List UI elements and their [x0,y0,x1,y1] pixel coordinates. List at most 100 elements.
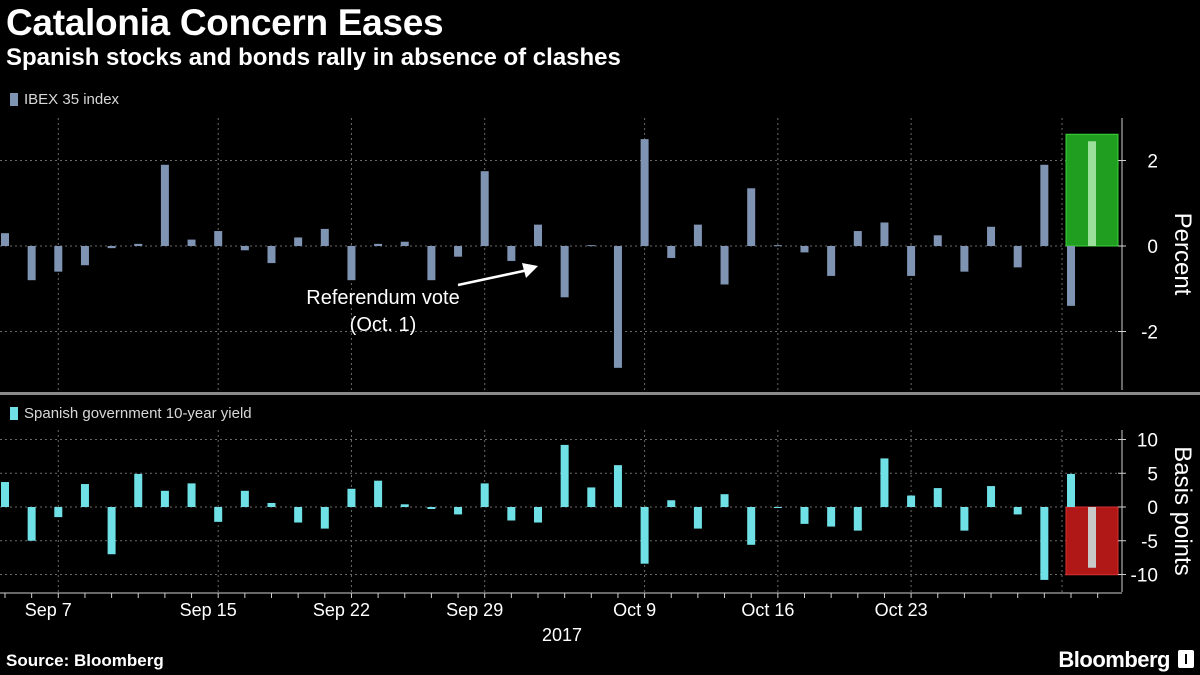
bar [374,243,383,246]
y-tick-label: 0 [1147,237,1158,258]
bar [560,246,569,298]
bar [880,458,889,507]
y-tick-label: 2 [1147,152,1158,173]
bar [54,246,63,272]
bar [454,246,463,257]
bar [400,241,409,246]
bar [160,490,169,507]
bar [720,246,729,285]
bar [134,473,143,507]
chart-subtitle: Spanish stocks and bonds rally in absenc… [6,44,621,71]
legend-ibex-label: IBEX 35 index [24,91,120,108]
bar [427,246,436,281]
annotation-arrowhead [522,263,538,278]
bar [214,231,223,246]
bar [294,507,303,523]
panel-divider [0,392,1200,395]
bar [800,507,809,524]
bar [587,487,596,507]
bar [667,246,676,258]
x-tick-label: Oct 9 [613,600,656,620]
y-tick-label: 0 [1147,498,1158,519]
bar [987,486,996,507]
legend-yield-swatch [10,407,18,420]
bar [720,494,729,507]
bar [507,507,516,521]
bar [267,502,276,507]
bar [747,507,756,545]
y-tick-label: -5 [1141,532,1158,553]
bar [773,507,782,508]
x-tick-label: Sep 7 [25,600,72,620]
annotation-text: Referendum vote [306,287,459,309]
bar [960,507,969,531]
bar [214,507,223,522]
bar [80,484,89,507]
bar [1013,507,1022,515]
bar [1088,141,1096,246]
legend-yield: Spanish government 10-year yield [10,405,252,422]
bar [320,228,329,246]
y-axis-label: Percent [1169,213,1196,296]
y-tick-label: -10 [1131,566,1158,587]
bar [773,245,782,247]
bar [1040,164,1049,246]
x-tick-label: Oct 23 [875,600,928,620]
bar [880,222,889,246]
bar [1013,246,1022,268]
legend-yield-label: Spanish government 10-year yield [24,405,252,422]
x-tick-label: Sep 29 [446,600,503,620]
bar [454,507,463,515]
bar [534,224,542,246]
bar [534,507,542,523]
bar [587,245,596,247]
bar [480,171,489,246]
bar [507,246,516,261]
bar [853,507,862,531]
bar [560,444,569,507]
bar [1088,507,1096,568]
bar [427,507,436,510]
bar [320,507,329,529]
bar [907,495,916,507]
bar [1067,246,1075,306]
bar [267,246,276,264]
bar [960,246,969,272]
y-tick-label: 10 [1137,431,1158,452]
bar [1040,507,1049,580]
bar [747,188,756,246]
bar [80,246,89,266]
bar [1,482,9,507]
y-tick-label: 5 [1147,464,1158,485]
bar [160,164,169,246]
bar [27,507,36,541]
bar [853,231,862,246]
bar [294,237,303,246]
bar [907,246,916,276]
bar [240,246,249,251]
bar [640,139,649,246]
bar [1067,473,1075,507]
bar [107,246,116,249]
y-axis-label: Basis points [1169,446,1196,575]
annotation-text: (Oct. 1) [350,314,417,336]
bar [640,507,649,564]
bar [240,490,249,507]
legend-ibex-swatch [10,93,18,106]
bar [693,224,702,246]
legend-ibex: IBEX 35 index [10,91,119,108]
bar [933,488,942,507]
bar [347,246,356,281]
source-note: Source: Bloomberg [6,651,164,670]
bar [347,488,356,507]
x-tick-label: Sep 15 [180,600,237,620]
annotation-arrow [457,268,529,287]
bar [693,507,702,529]
bar [667,500,676,507]
bar [134,243,143,246]
bar [933,235,942,246]
bar [827,246,836,276]
bar [400,504,409,507]
bar [800,246,809,253]
